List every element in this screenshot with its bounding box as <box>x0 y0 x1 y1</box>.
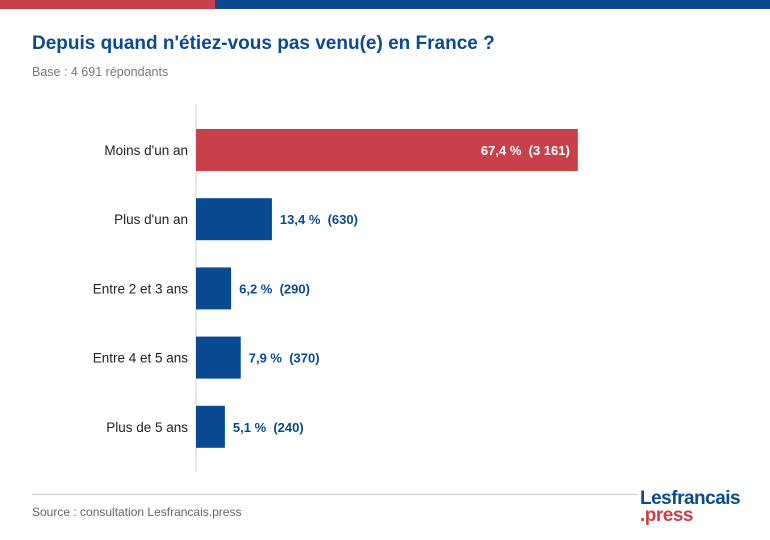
category-label: Entre 2 et 3 ans <box>93 281 189 296</box>
footer-divider <box>32 494 638 495</box>
chart-title: Depuis quand n'étiez-vous pas venu(e) en… <box>32 33 495 54</box>
value-label: 67,4 % (3 161) <box>481 143 570 158</box>
category-label: Plus d'un an <box>114 212 188 227</box>
source-note: Source : consultation Lesfrancais.press <box>32 505 242 519</box>
logo-line-1: Lesfrancais <box>640 488 741 509</box>
top-bar-red-segment <box>0 0 215 9</box>
value-label: 7,9 % (370) <box>249 351 320 366</box>
bar <box>196 405 225 448</box>
top-bar-blue-segment <box>215 0 770 9</box>
category-label: Entre 4 et 5 ans <box>93 351 189 366</box>
chart-subtitle: Base : 4 691 répondants <box>32 65 169 79</box>
value-label: 6,2 % (290) <box>239 281 310 296</box>
top-color-bar <box>0 0 770 9</box>
bar <box>196 198 272 241</box>
bar <box>196 129 578 171</box>
logo-line-2: .press <box>640 505 693 526</box>
value-label: 5,1 % (240) <box>233 420 304 435</box>
category-label: Moins d'un an <box>104 143 188 158</box>
brand-logo: Lesfrancais .press <box>640 488 741 526</box>
bar <box>196 267 232 310</box>
category-label: Plus de 5 ans <box>106 420 188 435</box>
value-label: 13,4 % (630) <box>280 212 358 227</box>
bar <box>196 336 241 379</box>
